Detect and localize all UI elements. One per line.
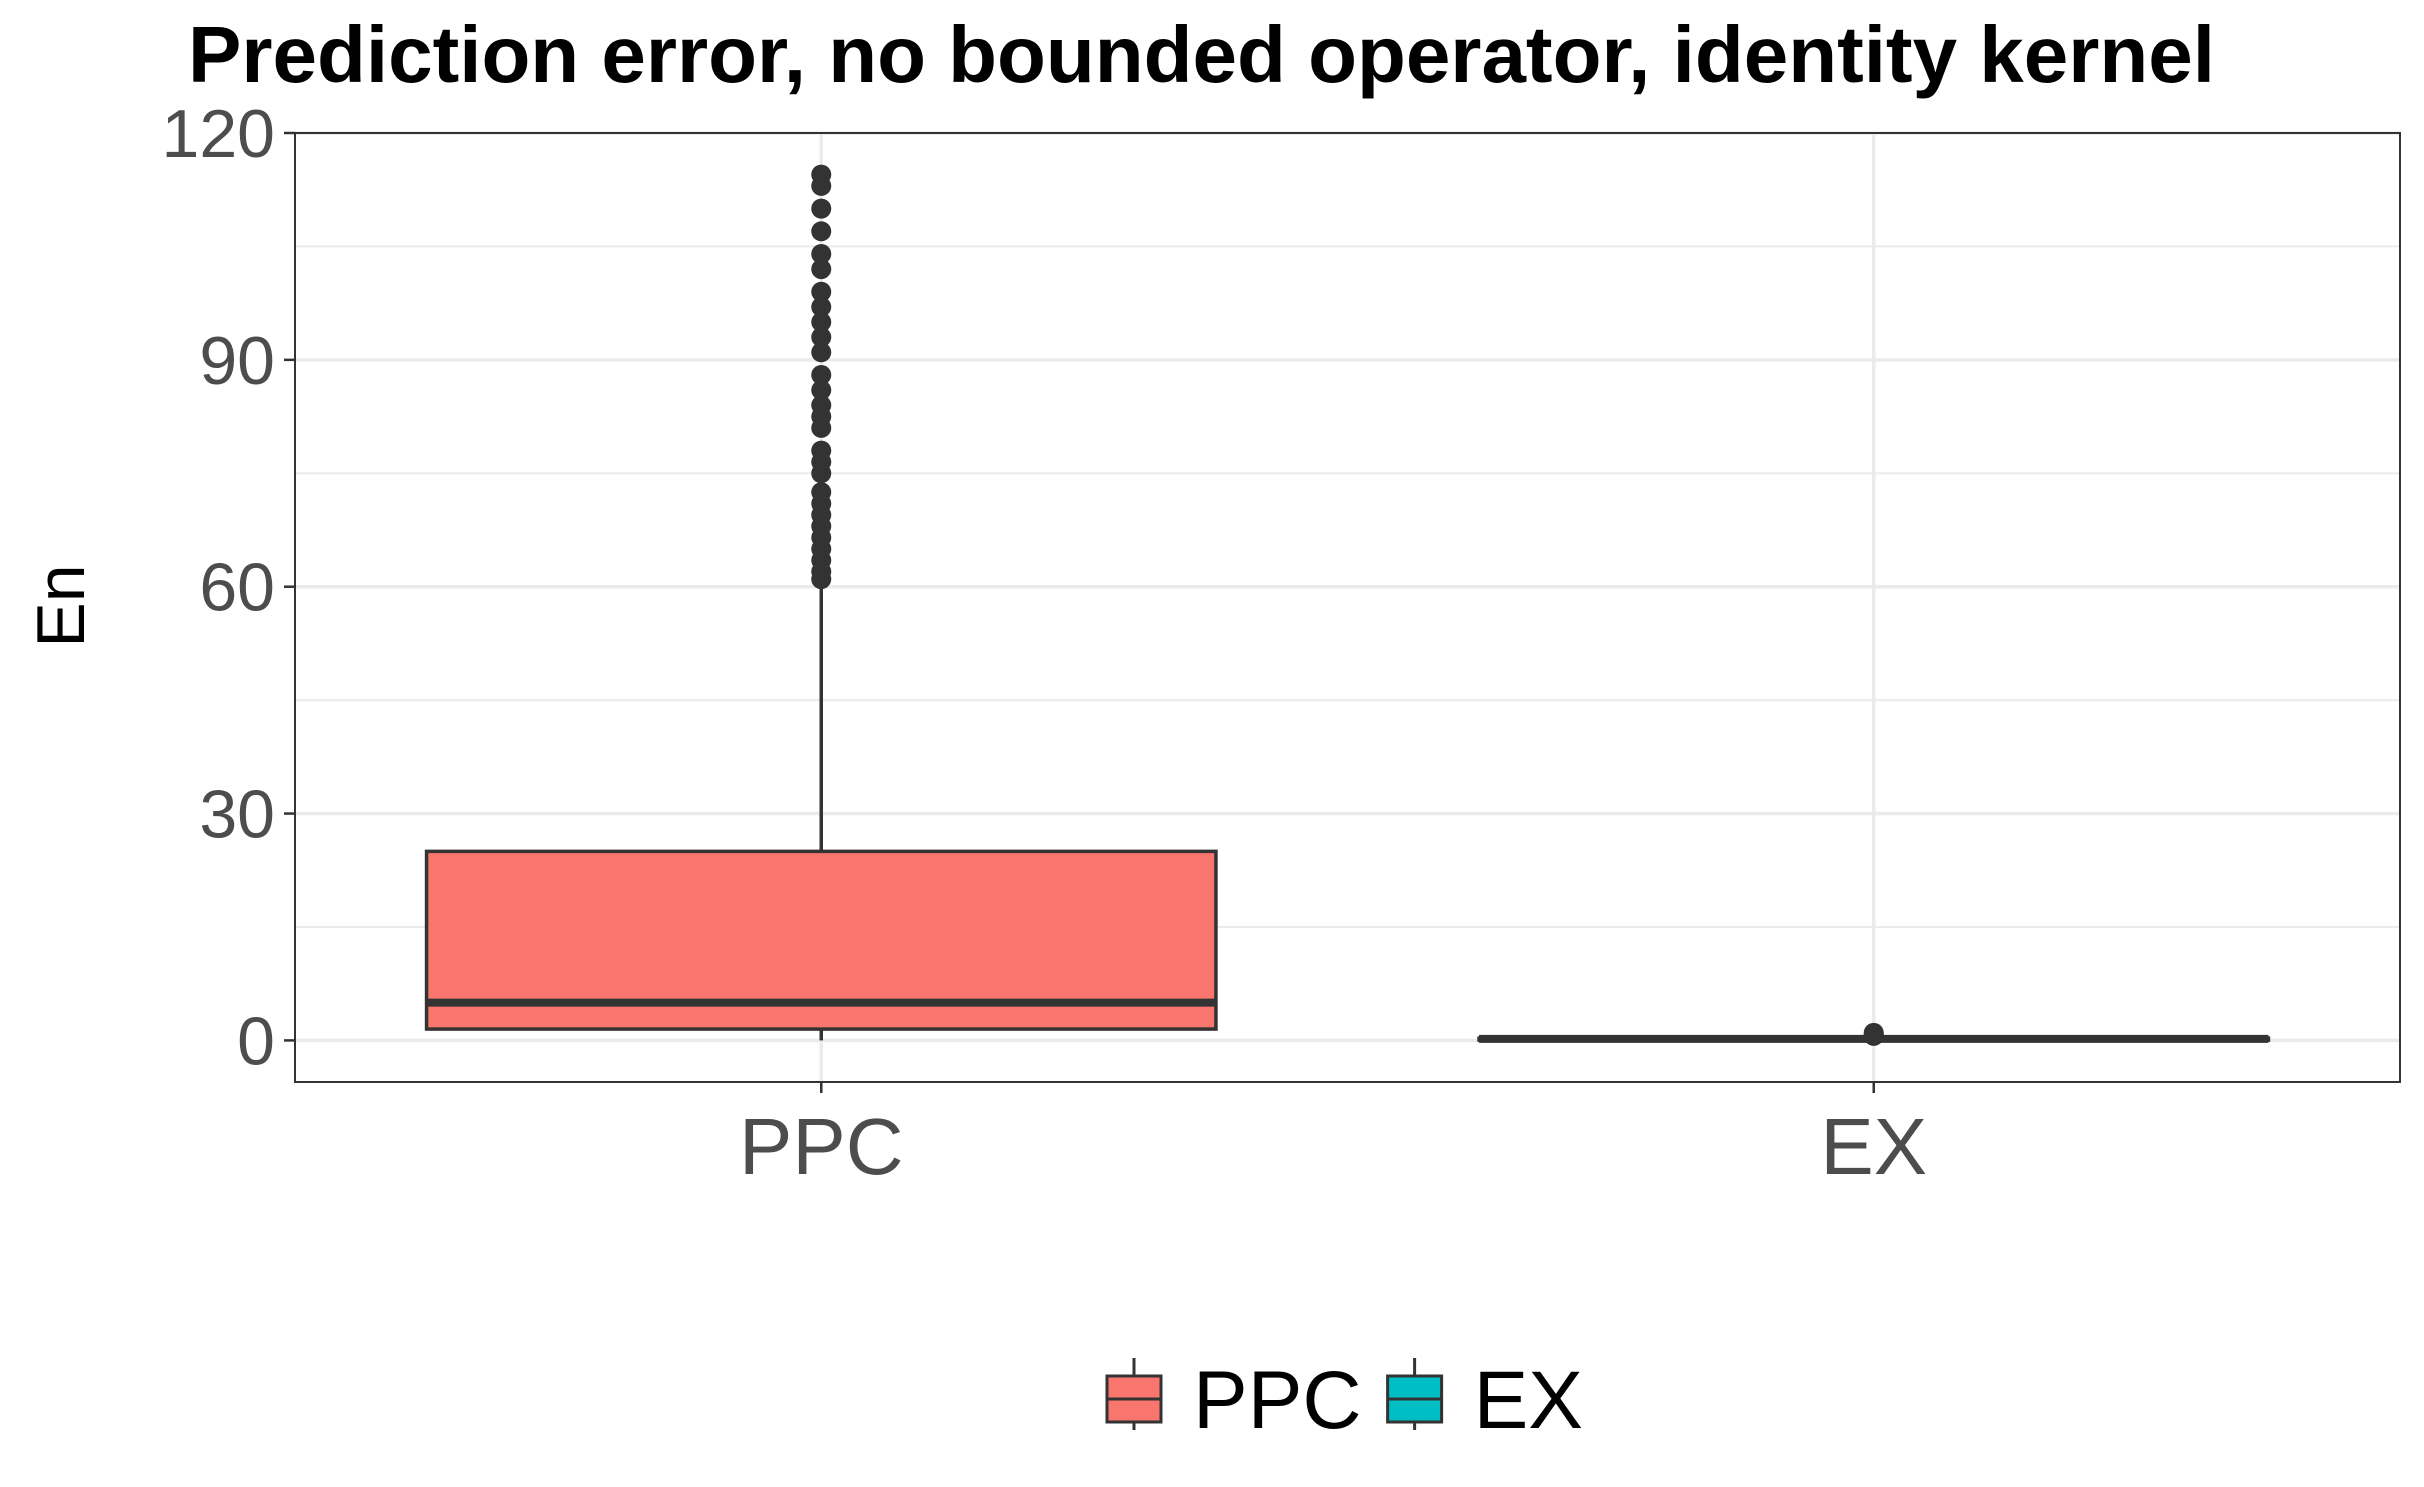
y-axis-label: En — [23, 564, 99, 647]
boxplot-ex — [1477, 1022, 2271, 1046]
boxes — [424, 164, 2271, 1046]
legend-label: EX — [1474, 1355, 1583, 1446]
boxplot-ppc — [424, 164, 1218, 1041]
y-tick-label: 30 — [199, 777, 275, 853]
outlier-point — [811, 440, 832, 461]
outlier-point — [811, 342, 832, 363]
outlier-point — [811, 296, 832, 317]
panel-border — [294, 132, 2401, 1083]
x-tick-label: EX — [1820, 1102, 1927, 1191]
outlier-point — [811, 482, 832, 503]
x-tick-label: PPC — [739, 1102, 904, 1191]
outlier-point — [811, 164, 832, 185]
legend-item-ppc: PPC — [1105, 1355, 1362, 1446]
y-tick-label: 60 — [199, 550, 275, 626]
outlier-point — [811, 281, 832, 302]
outlier-point — [811, 312, 832, 333]
legend: PPC EX — [1105, 1355, 1583, 1446]
outlier-point — [811, 395, 832, 416]
outlier-point — [811, 259, 832, 280]
outlier-point — [811, 327, 832, 348]
outlier-point — [1863, 1022, 1884, 1043]
outlier-point — [811, 364, 832, 385]
y-axis: 0 30 60 90 120 — [162, 96, 295, 1079]
legend-label: PPC — [1193, 1355, 1362, 1446]
legend-item-ex: EX — [1386, 1355, 1583, 1446]
y-tick-label: 90 — [199, 323, 275, 399]
outlier-point — [811, 221, 832, 242]
outlier-point — [811, 380, 832, 401]
x-axis: PPC EX — [739, 1082, 1927, 1191]
outlier-point — [811, 198, 832, 219]
y-tick-label: 120 — [162, 96, 275, 172]
y-tick-label: 0 — [237, 1003, 275, 1079]
outlier-point — [811, 243, 832, 264]
chart-title: Prediction error, no bounded operator, i… — [188, 10, 2215, 99]
